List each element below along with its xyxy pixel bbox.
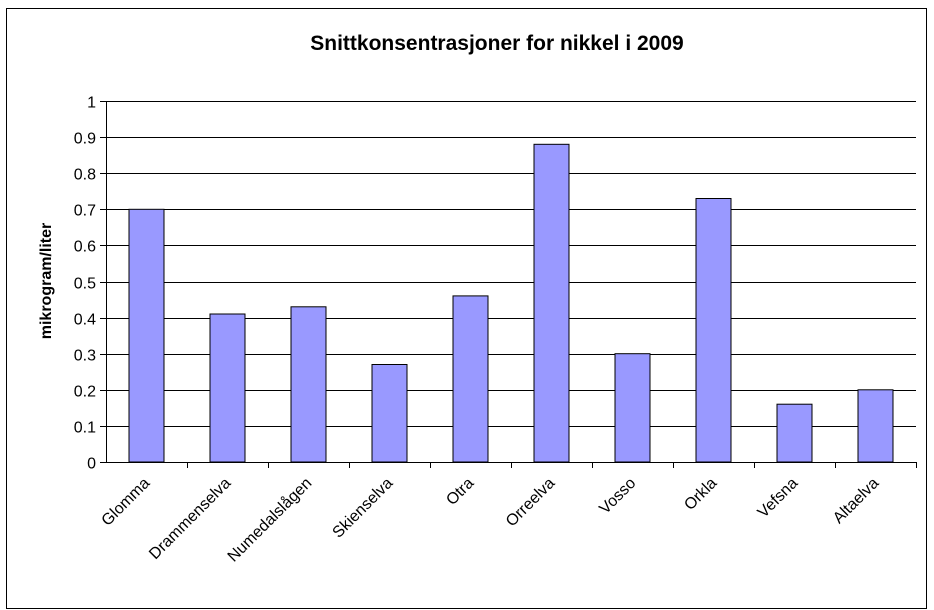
y-tick-label: 0.7	[74, 203, 96, 220]
bar	[857, 389, 894, 463]
y-tick-label: 0.3	[74, 348, 96, 365]
axes	[100, 101, 917, 468]
y-axis-label: mikrogram/liter	[38, 223, 55, 339]
y-tick-label: 0.2	[74, 384, 96, 401]
y-tick-label: 0.9	[74, 131, 96, 148]
bar	[776, 403, 813, 463]
bar	[533, 143, 570, 463]
y-tick-label: 0.6	[74, 239, 96, 256]
y-tick-label: 1	[87, 95, 96, 112]
bar	[695, 198, 732, 463]
y-tick-label: 0.5	[74, 276, 96, 293]
y-tick-label: 0	[87, 456, 96, 473]
bar	[371, 364, 408, 463]
bar	[128, 208, 165, 463]
y-tick-labels: 0 0.1 0.2 0.3 0.4 0.5 0.6 0.7 0.8 0.9 1	[74, 95, 96, 473]
bar	[209, 313, 246, 463]
bar	[290, 306, 327, 463]
y-tick-label: 0.1	[74, 420, 96, 437]
y-tick-label: 0.4	[74, 312, 96, 329]
bar	[452, 295, 489, 463]
y-tick-label: 0.8	[74, 167, 96, 184]
bar	[614, 353, 651, 463]
chart-title: Snittkonsentrasjoner for nikkel i 2009	[310, 32, 683, 55]
